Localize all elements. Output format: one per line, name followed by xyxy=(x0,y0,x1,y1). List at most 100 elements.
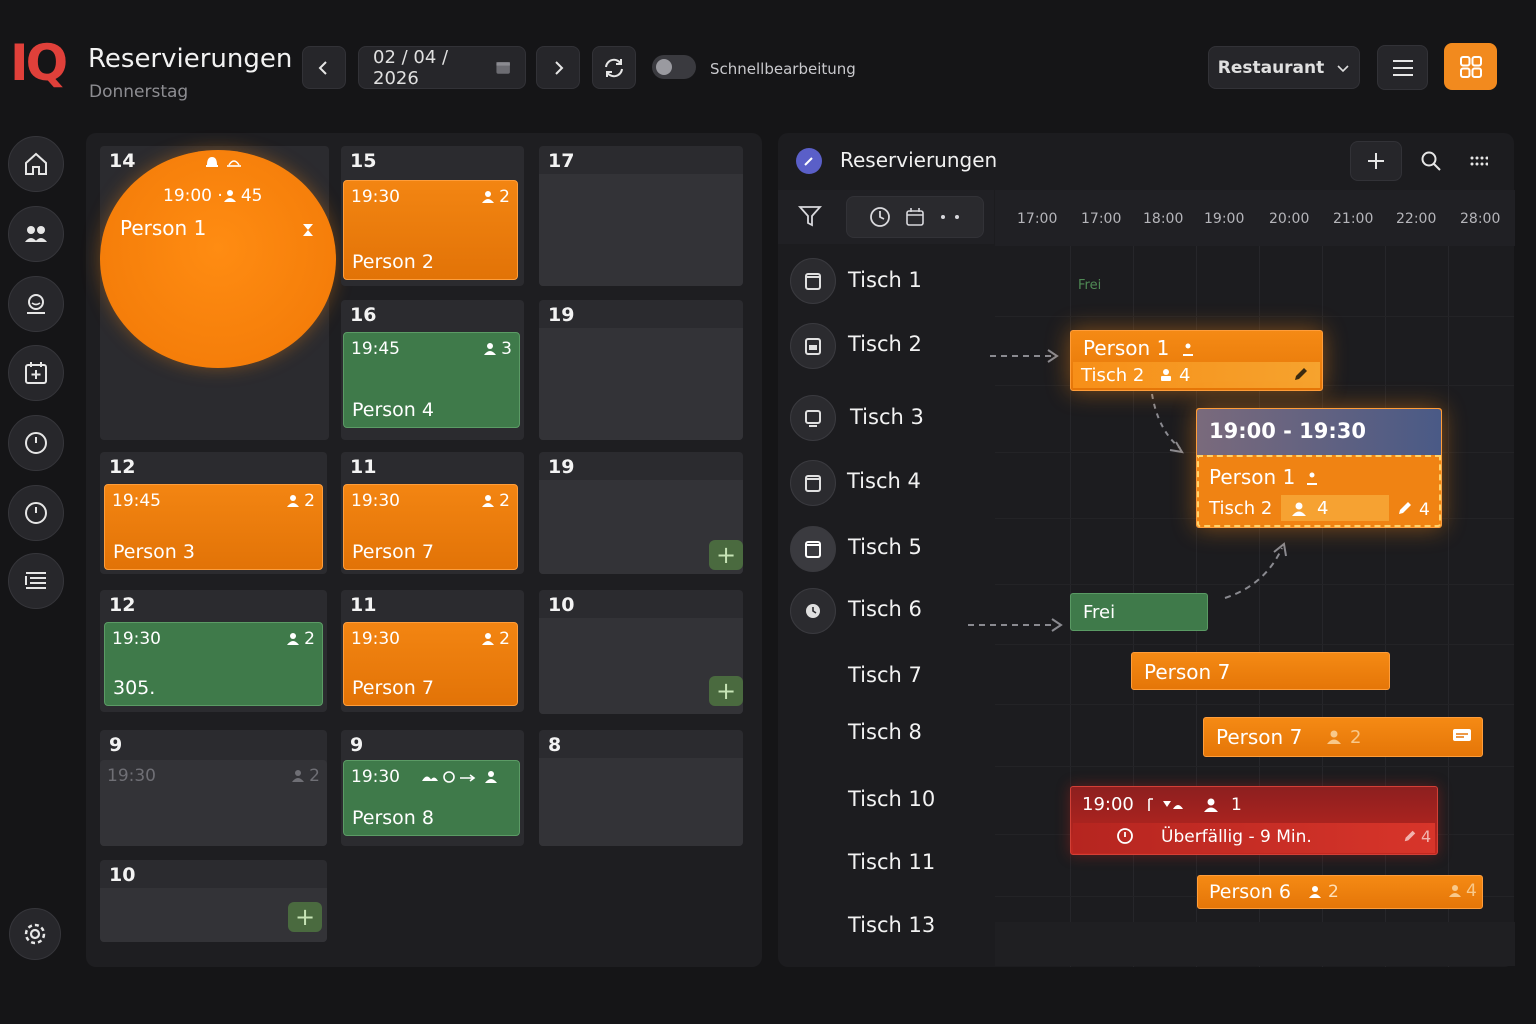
sidebar-timer[interactable] xyxy=(8,485,64,541)
time-label: 18:00 xyxy=(1143,211,1184,227)
pencil-icon xyxy=(1404,830,1416,842)
free-slot-bar[interactable]: Frei xyxy=(1070,593,1208,631)
calendar-day-cell[interactable]: 16 19:45 3 Person 4 xyxy=(341,300,524,440)
reservation-time: 19:30 xyxy=(112,629,161,649)
add-reservation-button[interactable]: + xyxy=(288,902,322,932)
table-row-label[interactable]: Tisch 7 xyxy=(848,663,922,687)
calendar-day-cell[interactable]: 17 xyxy=(539,146,743,286)
overdue-reservation-bar[interactable]: 19:00 1 Überfällig - 9 Min. 4 xyxy=(1070,786,1438,855)
more-button[interactable] xyxy=(1470,154,1489,173)
guests-icon xyxy=(1161,369,1171,381)
add-button[interactable] xyxy=(1350,141,1402,181)
reservation-card[interactable]: 19:30 2 xyxy=(100,760,327,846)
bar-guest-name: Person 7 xyxy=(1216,725,1303,749)
sidebar-guests[interactable] xyxy=(8,206,64,262)
guest-count: 2 xyxy=(286,491,315,511)
reservation-card[interactable]: 19:30 2 Person 7 xyxy=(343,622,518,706)
calendar-day-cell[interactable]: 19 xyxy=(539,300,743,440)
calendar-day-cell[interactable]: 15 19:30 2 Person 2 xyxy=(341,146,524,286)
reservation-card[interactable]: 19:30 Person 8 xyxy=(343,760,520,836)
time-label: 17:00 xyxy=(1081,211,1122,227)
person-icon xyxy=(482,633,495,645)
guest-count-value: 2 xyxy=(309,766,320,786)
search-button[interactable] xyxy=(1420,150,1442,176)
popup-guests: 4 xyxy=(1317,498,1329,519)
restaurant-value: Restaurant xyxy=(1217,57,1325,78)
reservation-popup[interactable]: 19:00 - 19:30 Person 1 Tisch 2 4 4 xyxy=(1196,408,1442,528)
table-row-label[interactable]: Tisch 6 xyxy=(848,597,922,621)
calendar-day-cell[interactable]: 12 19:45 2 Person 3 xyxy=(100,452,327,574)
next-day-button[interactable] xyxy=(536,46,580,89)
calendar-day-cell[interactable]: 11 19:30 2 Person 7 xyxy=(341,590,524,712)
guest-count: 2 xyxy=(481,187,510,207)
highlight-reservation[interactable] xyxy=(100,150,336,368)
reservation-card[interactable]: 19:30 2 305. xyxy=(104,622,323,706)
sidebar-list[interactable] xyxy=(8,553,64,609)
circle-time-guests: 19:00 · 45 xyxy=(163,186,262,206)
calendar-icon xyxy=(496,62,510,74)
calendar-day-cell[interactable]: 11 19:30 2 Person 7 xyxy=(341,452,524,574)
sidebar-calendar[interactable] xyxy=(8,345,64,401)
table-row-label[interactable]: Tisch 10 xyxy=(848,787,936,811)
bar-sub xyxy=(1073,362,1320,388)
reservation-card[interactable]: 19:45 2 Person 3 xyxy=(104,484,323,570)
search-icon xyxy=(1421,151,1441,171)
sidebar-clock[interactable] xyxy=(8,415,64,471)
date-picker[interactable]: 02 / 04 / 2026 xyxy=(358,46,526,89)
refresh-button[interactable] xyxy=(592,46,636,89)
day-number: 19 xyxy=(548,456,575,478)
sidebar-home[interactable] xyxy=(8,136,64,192)
circle-time: 19:00 · xyxy=(163,186,223,206)
guest-name: Person 8 xyxy=(352,807,434,829)
chevron-down-icon xyxy=(1337,64,1349,72)
day-number: 12 xyxy=(109,456,136,478)
reservation-card[interactable]: 19:30 2 Person 2 xyxy=(343,180,518,280)
reservation-time: 19:30 xyxy=(351,767,400,787)
calendar-day-cell[interactable]: 12 19:30 2 305. xyxy=(100,590,327,712)
reservation-bar[interactable]: Person 7 2 xyxy=(1203,717,1483,757)
table-row-label[interactable]: Tisch 11 xyxy=(848,850,936,874)
table-row-label[interactable]: Tisch 1 xyxy=(848,268,922,292)
sidebar-staff[interactable] xyxy=(8,276,64,332)
filter-button[interactable] xyxy=(797,204,823,232)
reservation-bar[interactable]: Person 7 xyxy=(1131,652,1390,690)
table-row-label[interactable]: Tisch 2 xyxy=(848,332,922,356)
guest-name: Person 7 xyxy=(352,677,434,699)
view-switcher[interactable] xyxy=(846,196,984,238)
grid-view-button[interactable] xyxy=(1444,43,1497,90)
settings-icon xyxy=(24,923,46,945)
reservation-card[interactable]: 19:45 3 Person 4 xyxy=(343,332,520,428)
person-icon xyxy=(1309,886,1321,898)
add-reservation-button[interactable]: + xyxy=(709,676,743,706)
table-row-label[interactable]: Tisch 5 xyxy=(848,535,922,559)
calendar-day-cell[interactable]: 9 19:30 Person 8 xyxy=(341,730,524,846)
calendar-day-cell[interactable]: 19 + xyxy=(539,452,743,574)
time-label: 19:00 xyxy=(1204,211,1245,227)
person-icon xyxy=(484,343,497,355)
table-row-label[interactable]: Tisch 13 xyxy=(848,913,936,937)
reservation-card[interactable]: 19:30 2 Person 7 xyxy=(343,484,518,570)
restaurant-select[interactable]: Restaurant xyxy=(1208,46,1360,89)
menu-button[interactable] xyxy=(1377,45,1428,90)
home-icon xyxy=(25,152,47,175)
date-value: 02 / 04 / 2026 xyxy=(373,46,449,89)
calendar-day-cell[interactable]: 10 + xyxy=(539,590,743,714)
sidebar-settings[interactable] xyxy=(9,908,61,960)
quick-edit-toggle[interactable] xyxy=(652,55,696,79)
quick-edit-label: Schnellbearbeitung xyxy=(710,60,856,78)
guest-count-value: 2 xyxy=(499,629,510,649)
reservation-bar[interactable]: Person 1 Tisch 2 4 xyxy=(1070,330,1323,391)
calendar-day-cell[interactable]: 10 + xyxy=(100,860,327,942)
table-row-label[interactable]: Tisch 4 xyxy=(847,469,921,493)
reservation-bar[interactable]: Person 6 2 4 xyxy=(1197,875,1483,909)
calendar-day-cell[interactable]: 8 xyxy=(539,730,743,846)
reservation-time: 19:30 xyxy=(107,766,156,786)
table-row-label[interactable]: Tisch 3 xyxy=(850,405,924,429)
calendar-day-cell[interactable]: 9 19:30 2 xyxy=(100,730,327,846)
timer-icon xyxy=(25,502,47,524)
prev-day-button[interactable] xyxy=(302,46,346,89)
add-reservation-button[interactable]: + xyxy=(709,540,743,570)
person-icon xyxy=(1307,472,1317,485)
person-icon xyxy=(1327,730,1341,744)
table-row-label[interactable]: Tisch 8 xyxy=(848,720,922,744)
